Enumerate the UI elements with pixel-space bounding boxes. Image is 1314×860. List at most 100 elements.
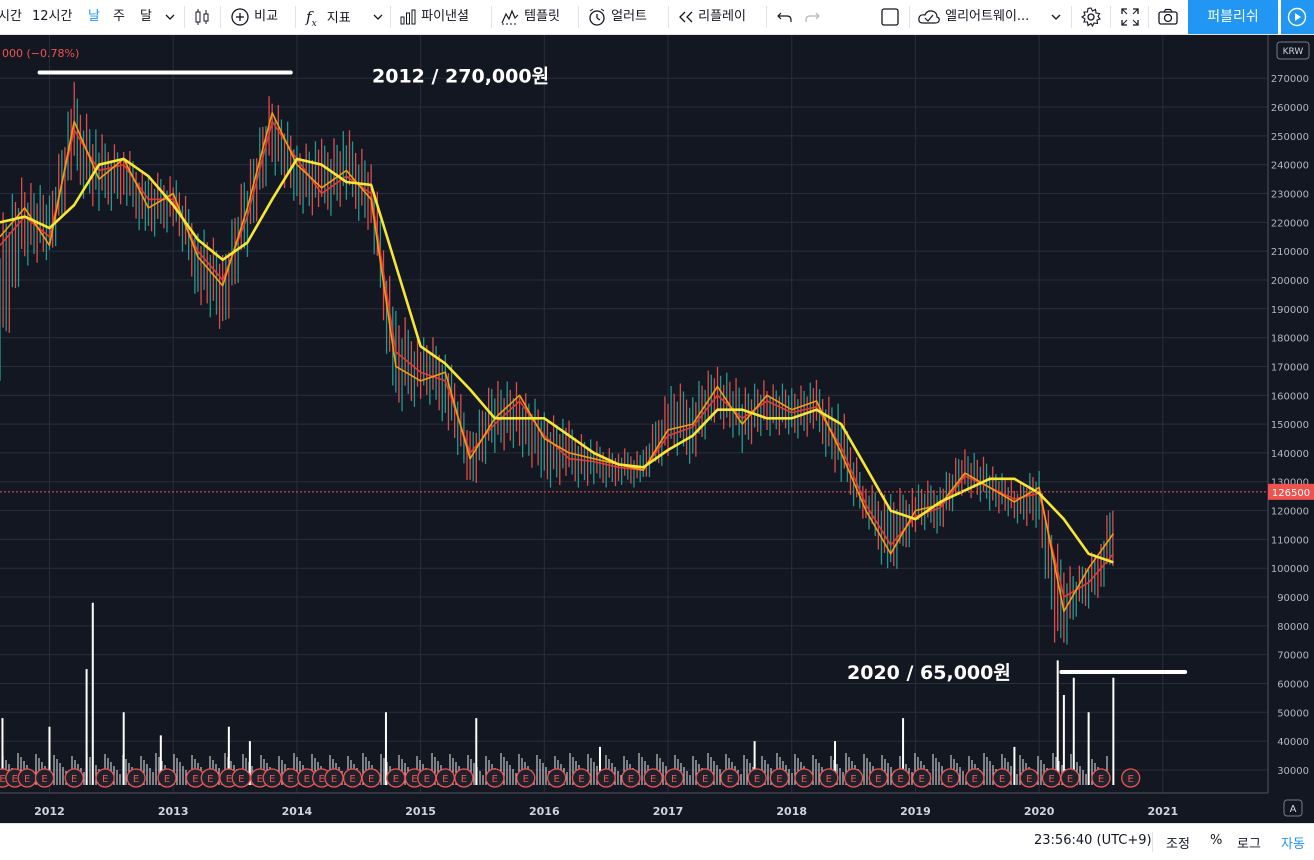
clock-readout: 23:56:40 (UTC+9) xyxy=(1034,833,1152,848)
earnings-marker xyxy=(695,768,715,788)
earnings-marker xyxy=(1019,768,1039,788)
interval-12h[interactable]: 12시간 xyxy=(32,9,73,24)
time-tick-label: 2018 xyxy=(776,805,807,818)
time-tick-label: 2013 xyxy=(158,805,189,818)
current-price-badge xyxy=(1268,483,1314,500)
time-tick-label: 2014 xyxy=(282,805,313,818)
price-axis-bg xyxy=(1268,35,1314,793)
earnings-marker-label: E xyxy=(0,774,6,785)
earnings-marker xyxy=(454,768,474,788)
fullscreen-toggle-icon[interactable] xyxy=(880,0,900,34)
earnings-marker-label: E xyxy=(999,774,1005,785)
earnings-marker-label: E xyxy=(12,774,18,785)
camera-icon[interactable] xyxy=(1157,0,1179,34)
interval-dropdown-icon[interactable] xyxy=(164,0,176,34)
earnings-marker xyxy=(485,768,505,788)
settings-gear-icon[interactable] xyxy=(1081,0,1101,34)
price-tick-label: 190000 xyxy=(1271,305,1309,316)
time-axis-bg xyxy=(0,793,1314,823)
price-tick-label: 230000 xyxy=(1271,190,1309,201)
earnings-marker-label: E xyxy=(897,774,903,785)
compare-button[interactable]: 비교 xyxy=(230,0,278,34)
earnings-marker xyxy=(940,768,960,788)
interval-hour-partial[interactable]: 시간 xyxy=(0,9,22,24)
earnings-marker xyxy=(643,768,663,788)
undo-icon[interactable] xyxy=(776,0,794,34)
adjust-toggle[interactable]: 조정 xyxy=(1166,837,1190,852)
price-tick-label: 270000 xyxy=(1271,74,1309,85)
price-tick-label: 250000 xyxy=(1271,132,1309,143)
layout-button[interactable]: 엘리어트웨이... xyxy=(917,0,1029,34)
price-tick-label: 130000 xyxy=(1271,478,1309,489)
earnings-marker xyxy=(868,768,888,788)
redo-icon[interactable] xyxy=(803,0,821,34)
currency-badge[interactable]: KRW xyxy=(1276,41,1310,60)
earnings-marker-label: E xyxy=(331,774,337,785)
publish-button[interactable]: 퍼블리쉬 xyxy=(1188,0,1278,34)
interval-day[interactable]: 날 xyxy=(88,9,100,24)
alert-label: 얼러트 xyxy=(611,9,648,24)
templates-button[interactable]: 템플릿 xyxy=(500,0,560,34)
auto-toggle[interactable]: 자동 xyxy=(1281,837,1305,852)
legend-change: 000 (−0.78%) xyxy=(2,47,79,60)
time-tick-label: 2021 xyxy=(1148,805,1179,818)
price-tick-label: 210000 xyxy=(1271,247,1309,258)
earnings-marker xyxy=(794,768,814,788)
earnings-marker xyxy=(126,768,146,788)
earnings-marker xyxy=(965,768,985,788)
financials-button[interactable]: 파이낸셜 xyxy=(399,0,469,34)
earnings-marker xyxy=(621,768,641,788)
interval-week[interactable]: 주 xyxy=(113,9,125,24)
play-button[interactable] xyxy=(1281,0,1314,34)
earnings-marker-label: E xyxy=(554,774,560,785)
grid xyxy=(0,35,1268,793)
earnings-marker-label: E xyxy=(349,774,355,785)
time-tick-label: 2012 xyxy=(34,805,65,818)
earnings-marker xyxy=(547,768,567,788)
earnings-marker-label: E xyxy=(192,774,198,785)
earnings-marker-label: E xyxy=(226,774,232,785)
earnings-marker xyxy=(95,768,115,788)
price-tick-label: 260000 xyxy=(1271,103,1309,114)
scale-mode-label: A xyxy=(1290,804,1297,815)
earnings-marker-label: E xyxy=(727,774,733,785)
indicators-button[interactable]: fx 지표 xyxy=(306,0,351,34)
compare-label: 비교 xyxy=(254,9,279,24)
earnings-marker-label: E xyxy=(801,774,807,785)
expand-icon[interactable] xyxy=(1120,0,1140,34)
price-tick-label: 160000 xyxy=(1271,391,1309,402)
earnings-marker-label: E xyxy=(1098,774,1104,785)
earnings-marker xyxy=(911,768,932,788)
log-toggle[interactable]: 로그 xyxy=(1237,837,1261,852)
play-icon xyxy=(1287,7,1307,27)
financials-label: 파이낸셜 xyxy=(421,9,469,24)
price-tick-label: 150000 xyxy=(1271,420,1309,431)
price-tick-label: 50000 xyxy=(1277,708,1309,719)
indicators-dropdown-icon[interactable] xyxy=(372,0,384,34)
rewind-icon xyxy=(679,11,693,22)
low-annotation-label: 2020 / 65,000원 xyxy=(847,662,1011,684)
price-tick-label: 90000 xyxy=(1277,593,1309,604)
replay-button[interactable]: 리플레이 xyxy=(678,0,746,34)
interval-month[interactable]: 달 xyxy=(140,9,152,24)
candles-icon[interactable] xyxy=(192,0,212,34)
scale-mode-badge[interactable]: A xyxy=(1283,799,1303,817)
plus-circle-icon xyxy=(231,7,249,26)
fx-icon: fx xyxy=(306,8,317,29)
earnings-marker-label: E xyxy=(133,774,139,785)
volume-layer xyxy=(0,602,1115,785)
earnings-marker-label: E xyxy=(492,774,498,785)
earnings-marker-label: E xyxy=(164,774,170,785)
earnings-marker-label: E xyxy=(850,774,856,785)
earnings-marker-label: E xyxy=(1026,774,1032,785)
earnings-marker-label: E xyxy=(461,774,467,785)
layout-dropdown-icon[interactable] xyxy=(1050,0,1062,34)
earnings-marker-label: E xyxy=(650,774,656,785)
percent-toggle[interactable]: % xyxy=(1210,833,1223,848)
time-tick-label: 2017 xyxy=(653,805,684,818)
earnings-marker-label: E xyxy=(826,774,832,785)
alert-button[interactable]: 얼러트 xyxy=(587,0,647,34)
